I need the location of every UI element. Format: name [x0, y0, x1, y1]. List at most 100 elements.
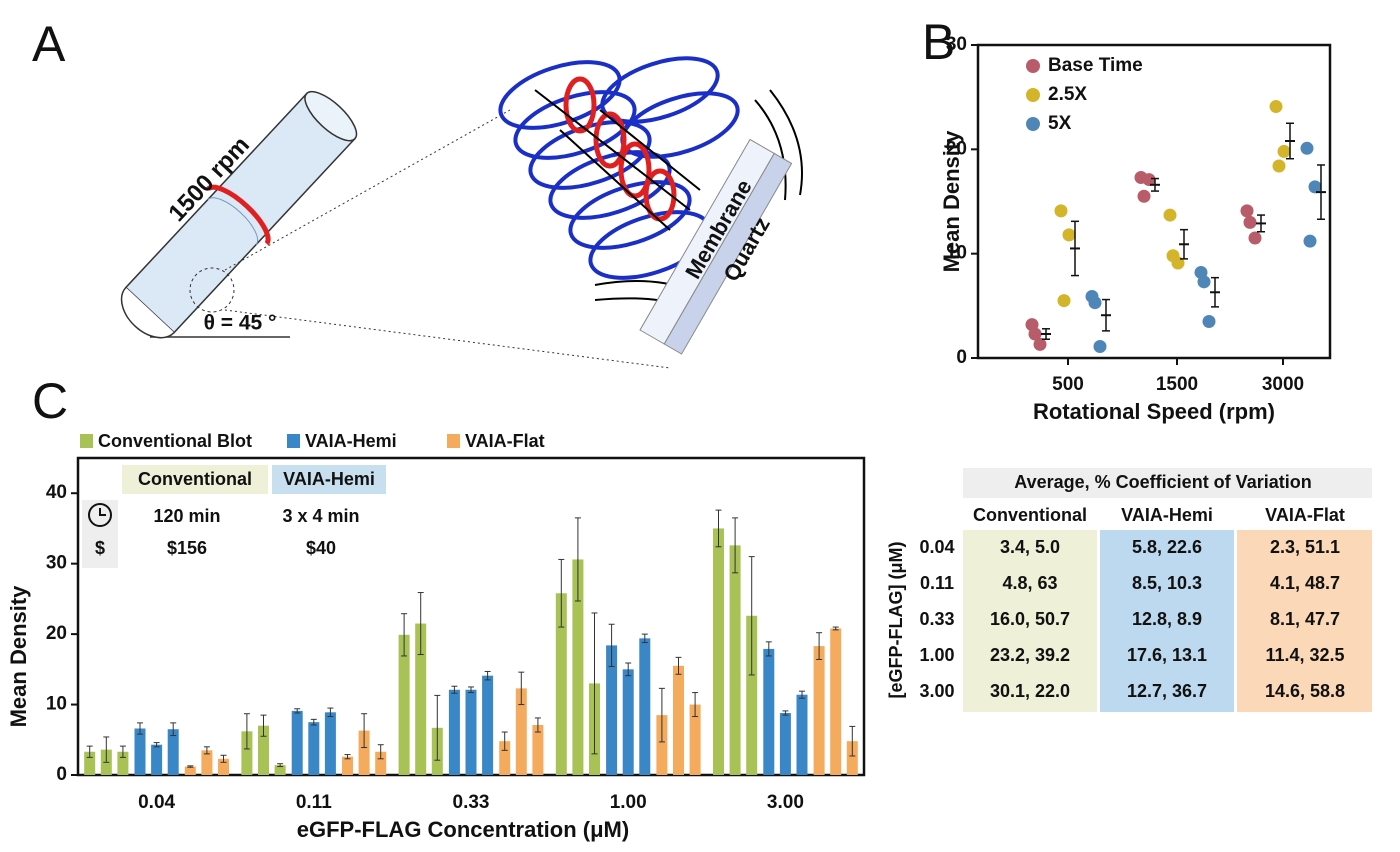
legend-label: 5X — [1048, 113, 1072, 134]
inset-cell: 120 min — [153, 506, 220, 526]
table-header: VAIA-Flat — [1265, 505, 1345, 525]
table-cell: 23.2, 39.2 — [990, 645, 1070, 665]
bar — [167, 729, 179, 775]
bar — [515, 688, 527, 775]
inset-cell: $40 — [306, 538, 336, 558]
bar — [398, 634, 410, 775]
bar — [258, 725, 269, 775]
bar — [763, 648, 775, 775]
y-tick-label: 30 — [46, 553, 67, 574]
data-point — [1300, 141, 1314, 155]
y-tick-label: 40 — [46, 482, 67, 503]
y-tick-label: 20 — [46, 623, 67, 644]
panel-label: C — [32, 373, 68, 429]
data-point — [1272, 159, 1286, 173]
bar — [639, 638, 651, 775]
bar — [713, 528, 724, 775]
data-point — [1166, 249, 1180, 263]
x-tick-label: 500 — [1052, 374, 1084, 395]
x-tick-label: 1.00 — [610, 792, 647, 813]
x-tick-label: 0.04 — [138, 792, 175, 813]
membrane — [639, 138, 793, 355]
legend-swatch — [447, 434, 460, 448]
y-tick-label: 10 — [946, 243, 967, 264]
coil-highlight — [563, 76, 677, 222]
bar — [532, 724, 544, 775]
y-tick-label: 10 — [46, 694, 67, 715]
inset-row-label: $ — [95, 538, 105, 558]
y-axis-label: Mean Density — [939, 130, 964, 273]
bar — [572, 559, 584, 775]
data-point — [1137, 189, 1151, 203]
bar — [84, 751, 96, 775]
bar — [415, 623, 427, 775]
table-cell: 8.5, 10.3 — [1132, 573, 1202, 593]
bar — [324, 712, 336, 775]
table-row-label: 0.33 — [919, 609, 954, 629]
data-point — [1142, 173, 1156, 187]
bar — [796, 694, 808, 775]
data-point — [1248, 231, 1262, 245]
bar — [117, 751, 129, 775]
table-cell: 5.8, 22.6 — [1132, 537, 1202, 557]
table-cell: 12.8, 8.9 — [1132, 609, 1202, 629]
table-cell: 17.6, 13.1 — [1127, 645, 1207, 665]
table-cell: 11.4, 32.5 — [1265, 645, 1344, 665]
y-tick-label: 0 — [56, 764, 67, 785]
legend-swatch — [287, 434, 300, 448]
table-header: Conventional — [973, 505, 1087, 525]
table-column-bg — [963, 530, 1097, 712]
table-row-label: 0.04 — [919, 537, 954, 557]
data-point — [1163, 208, 1177, 222]
data-point — [1054, 204, 1068, 218]
bar — [746, 615, 758, 775]
bar — [201, 750, 213, 775]
bar — [184, 766, 196, 775]
bar — [656, 715, 668, 775]
x-axis-label: eGFP-FLAG Concentration (μM) — [297, 817, 629, 842]
inset-cell: 3 x 4 min — [282, 506, 359, 526]
table-cell: 16.0, 50.7 — [990, 609, 1070, 629]
bar — [134, 728, 146, 775]
table-row-label: 0.11 — [920, 573, 954, 593]
bar — [606, 645, 618, 775]
bar — [689, 704, 701, 775]
legend-marker — [1026, 59, 1040, 73]
table-cell: 12.7, 36.7 — [1127, 681, 1207, 701]
legend-label: Base Time — [1048, 55, 1143, 76]
table-cell: 8.1, 47.7 — [1270, 609, 1340, 629]
data-point — [1062, 228, 1076, 242]
x-axis-label: Rotational Speed (rpm) — [1033, 399, 1275, 424]
legend-swatch — [80, 434, 93, 448]
table-column-bg — [1237, 530, 1372, 712]
angle-label: θ = 45 ° — [204, 312, 277, 335]
bar — [499, 741, 511, 775]
clock-icon — [88, 503, 112, 527]
bar — [729, 545, 741, 775]
table-row-label: 1.00 — [919, 645, 954, 665]
legend-marker — [1026, 88, 1040, 102]
bar — [308, 722, 320, 775]
data-point — [1240, 204, 1254, 218]
table-cell: 4.8, 63 — [1002, 573, 1057, 593]
table-cell: 14.6, 58.8 — [1265, 681, 1345, 701]
panel-label: B — [922, 14, 955, 70]
y-tick-label: 30 — [946, 34, 967, 55]
bar — [846, 741, 858, 775]
data-point — [1197, 275, 1211, 289]
bar — [448, 689, 460, 775]
x-tick-label: 0.33 — [453, 792, 490, 813]
table-column-bg — [1100, 530, 1234, 712]
bar — [813, 646, 825, 775]
data-point — [1088, 296, 1102, 310]
legend-marker — [1026, 117, 1040, 131]
inset-cell: $156 — [167, 538, 207, 558]
bar — [274, 765, 286, 775]
data-point — [1202, 314, 1216, 328]
table-cell: 2.3, 51.1 — [1270, 537, 1340, 557]
bar — [291, 710, 303, 775]
legend-label: VAIA-Hemi — [305, 431, 397, 451]
table-header: VAIA-Hemi — [1121, 505, 1213, 525]
inset-header-bg — [122, 465, 268, 494]
